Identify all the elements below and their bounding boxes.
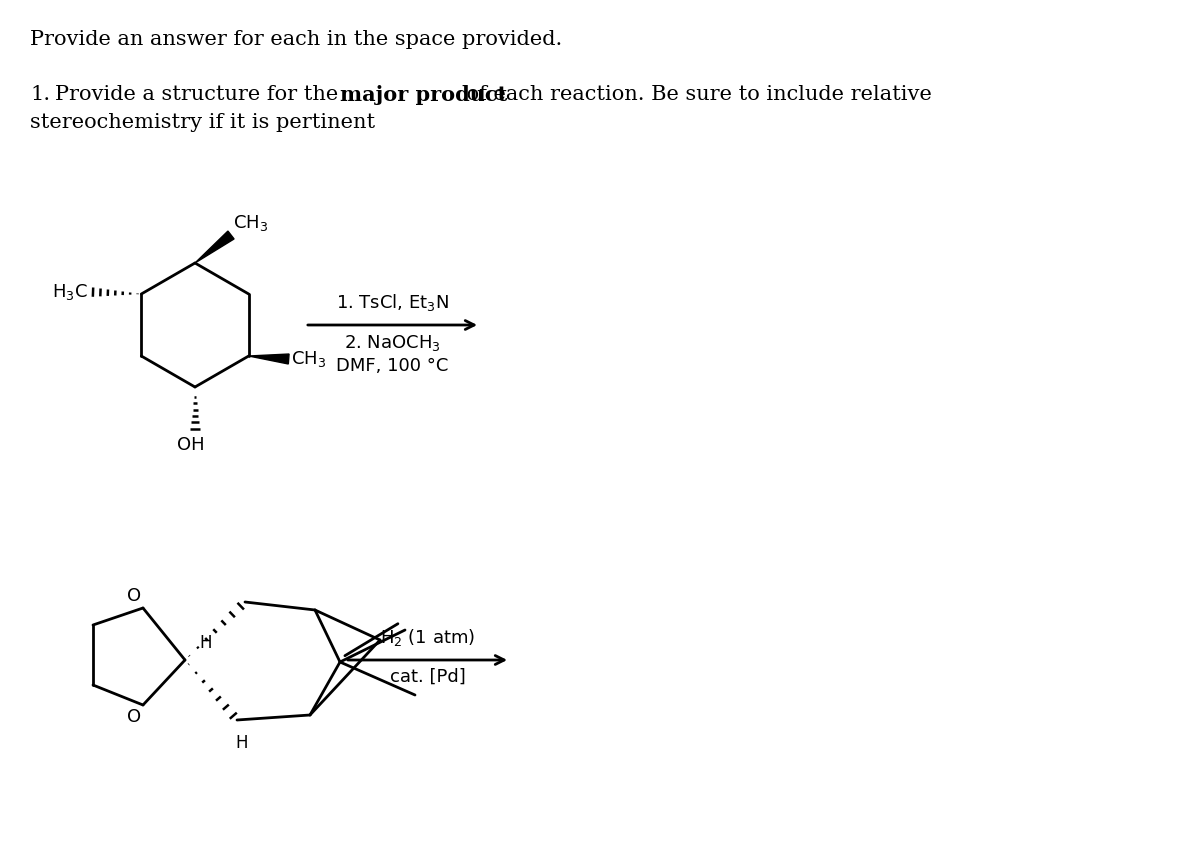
Text: stereochemistry if it is pertinent: stereochemistry if it is pertinent (30, 113, 376, 132)
Text: of each reaction. Be sure to include relative: of each reaction. Be sure to include rel… (460, 85, 932, 104)
Polygon shape (248, 354, 289, 364)
Text: O: O (127, 587, 142, 605)
Text: OH: OH (178, 436, 205, 454)
Text: O: O (127, 708, 142, 726)
Polygon shape (194, 231, 234, 263)
Text: 1. TsCl, Et$_3$N: 1. TsCl, Et$_3$N (336, 292, 449, 313)
Text: CH$_3$: CH$_3$ (290, 349, 326, 369)
Text: 1.: 1. (30, 85, 50, 104)
Text: Provide a structure for the: Provide a structure for the (55, 85, 344, 104)
Text: Provide an answer for each in the space provided.: Provide an answer for each in the space … (30, 30, 563, 49)
Text: major product: major product (340, 85, 508, 105)
Text: DMF, 100 °C: DMF, 100 °C (336, 357, 449, 375)
Text: cat. [Pd]: cat. [Pd] (390, 668, 466, 686)
Text: H: H (235, 734, 248, 752)
Text: H: H (199, 634, 211, 652)
Text: H$_3$C: H$_3$C (52, 282, 88, 302)
Text: CH$_3$: CH$_3$ (233, 213, 269, 233)
Text: H$_2$ (1 atm): H$_2$ (1 atm) (380, 627, 475, 648)
Text: 2. NaOCH$_3$: 2. NaOCH$_3$ (344, 333, 440, 353)
